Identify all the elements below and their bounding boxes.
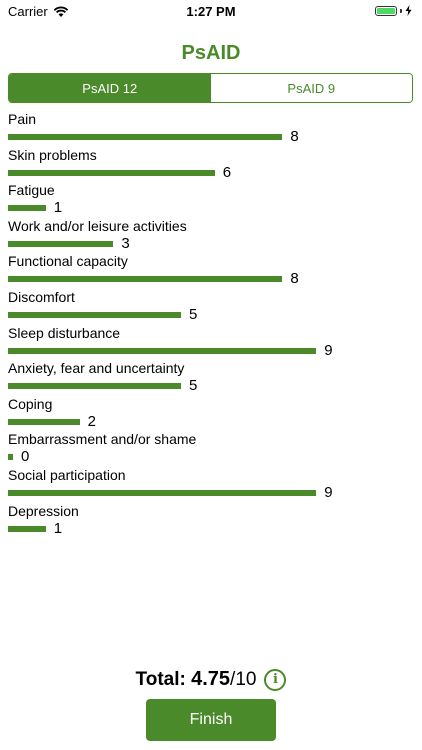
item-list: Pain 8 Skin problems 6 Fatigue 1 Work and/or l… bbox=[8, 110, 413, 537]
charging-bolt-icon bbox=[405, 5, 412, 16]
status-bar: Carrier 1:27 PM bbox=[0, 0, 422, 24]
info-icon[interactable]: i bbox=[264, 668, 287, 691]
finish-button[interactable]: Finish bbox=[146, 699, 276, 741]
item-bar bbox=[8, 454, 13, 461]
carrier-group: Carrier bbox=[8, 4, 69, 19]
item-label: Fatigue bbox=[8, 182, 55, 199]
wifi-icon bbox=[53, 6, 68, 17]
item-value: 8 bbox=[290, 270, 299, 288]
item-bar bbox=[8, 525, 46, 532]
item-row: Pain 8 bbox=[8, 110, 413, 146]
item-label: Work and/or leisure activities bbox=[8, 217, 187, 234]
item-bar-row: 0 bbox=[8, 448, 398, 466]
total-text: Total: 4.75/10 bbox=[136, 668, 257, 691]
battery-indicator bbox=[375, 5, 412, 16]
total-row: Total: 4.75/10 i bbox=[0, 668, 422, 691]
item-value: 3 bbox=[121, 234, 130, 252]
item-bar-row: 9 bbox=[8, 483, 398, 501]
item-row: Discomfort 5 bbox=[8, 288, 413, 324]
battery-icon bbox=[375, 5, 397, 16]
item-bar-row: 8 bbox=[8, 270, 398, 288]
item-row: Social participation 9 bbox=[8, 466, 413, 502]
total-max: /10 bbox=[230, 669, 257, 690]
item-label: Embarrassment and/or shame bbox=[8, 431, 197, 448]
item-row: Sleep disturbance 9 bbox=[8, 324, 413, 360]
item-value: 1 bbox=[53, 519, 63, 537]
item-bar bbox=[8, 311, 181, 318]
tab-psaid-12[interactable]: PsAID 12 bbox=[9, 74, 211, 102]
item-label: Pain bbox=[8, 111, 37, 127]
item-row: Anxiety, fear and uncertainty 5 bbox=[8, 359, 413, 395]
item-value: 9 bbox=[324, 483, 333, 501]
item-value: 2 bbox=[87, 412, 96, 430]
item-bar-row: 9 bbox=[8, 341, 398, 359]
item-row: Depression 1 bbox=[8, 502, 413, 538]
item-label: Discomfort bbox=[8, 288, 75, 305]
item-row: Fatigue 1 bbox=[8, 181, 413, 217]
item-row: Functional capacity 8 bbox=[8, 252, 413, 288]
item-row: Skin problems 6 bbox=[8, 146, 413, 182]
item-bar-row: 1 bbox=[8, 199, 398, 217]
item-value: 5 bbox=[189, 377, 198, 395]
item-bar-row: 5 bbox=[8, 377, 398, 395]
item-label: Social participation bbox=[8, 466, 126, 483]
item-bar bbox=[8, 276, 283, 283]
tab-psaid-9[interactable]: PsAID 9 bbox=[210, 74, 412, 102]
item-label: Functional capacity bbox=[8, 253, 128, 270]
item-bar-row: 5 bbox=[8, 305, 398, 323]
item-bar-row: 2 bbox=[8, 412, 398, 430]
item-bar-row: 8 bbox=[8, 128, 398, 145]
item-row: Embarrassment and/or shame 0 bbox=[8, 430, 413, 466]
segmented-control: PsAID 12 PsAID 9 bbox=[8, 73, 413, 103]
total-score: 4.75 bbox=[191, 668, 231, 690]
item-label: Anxiety, fear and uncertainty bbox=[8, 360, 185, 377]
item-bar bbox=[8, 383, 181, 390]
item-bar-row: 3 bbox=[8, 234, 398, 252]
item-value: 1 bbox=[53, 199, 63, 217]
item-bar bbox=[8, 205, 46, 212]
item-value: 0 bbox=[21, 448, 30, 466]
item-label: Coping bbox=[8, 395, 53, 412]
item-bar bbox=[8, 418, 80, 425]
page-title: PsAID bbox=[181, 42, 241, 64]
item-label: Depression bbox=[8, 502, 79, 519]
item-row: Coping 2 bbox=[8, 395, 413, 431]
item-bar bbox=[8, 240, 114, 247]
total-label: Total: bbox=[135, 669, 186, 690]
item-bar bbox=[8, 134, 283, 140]
item-label: Sleep disturbance bbox=[8, 324, 121, 341]
item-label: Skin problems bbox=[8, 146, 97, 163]
carrier-label: Carrier bbox=[8, 4, 48, 19]
item-bar-row: 6 bbox=[8, 163, 398, 181]
item-value: 6 bbox=[222, 163, 232, 181]
item-value: 9 bbox=[324, 341, 333, 359]
item-row: Work and/or leisure activities 3 bbox=[8, 217, 413, 253]
item-value: 5 bbox=[189, 305, 198, 323]
item-value: 8 bbox=[290, 128, 299, 145]
item-bar bbox=[8, 489, 317, 496]
item-bar bbox=[8, 347, 317, 354]
status-time: 1:27 PM bbox=[186, 4, 236, 19]
item-bar bbox=[8, 169, 215, 176]
item-bar-row: 1 bbox=[8, 519, 398, 537]
